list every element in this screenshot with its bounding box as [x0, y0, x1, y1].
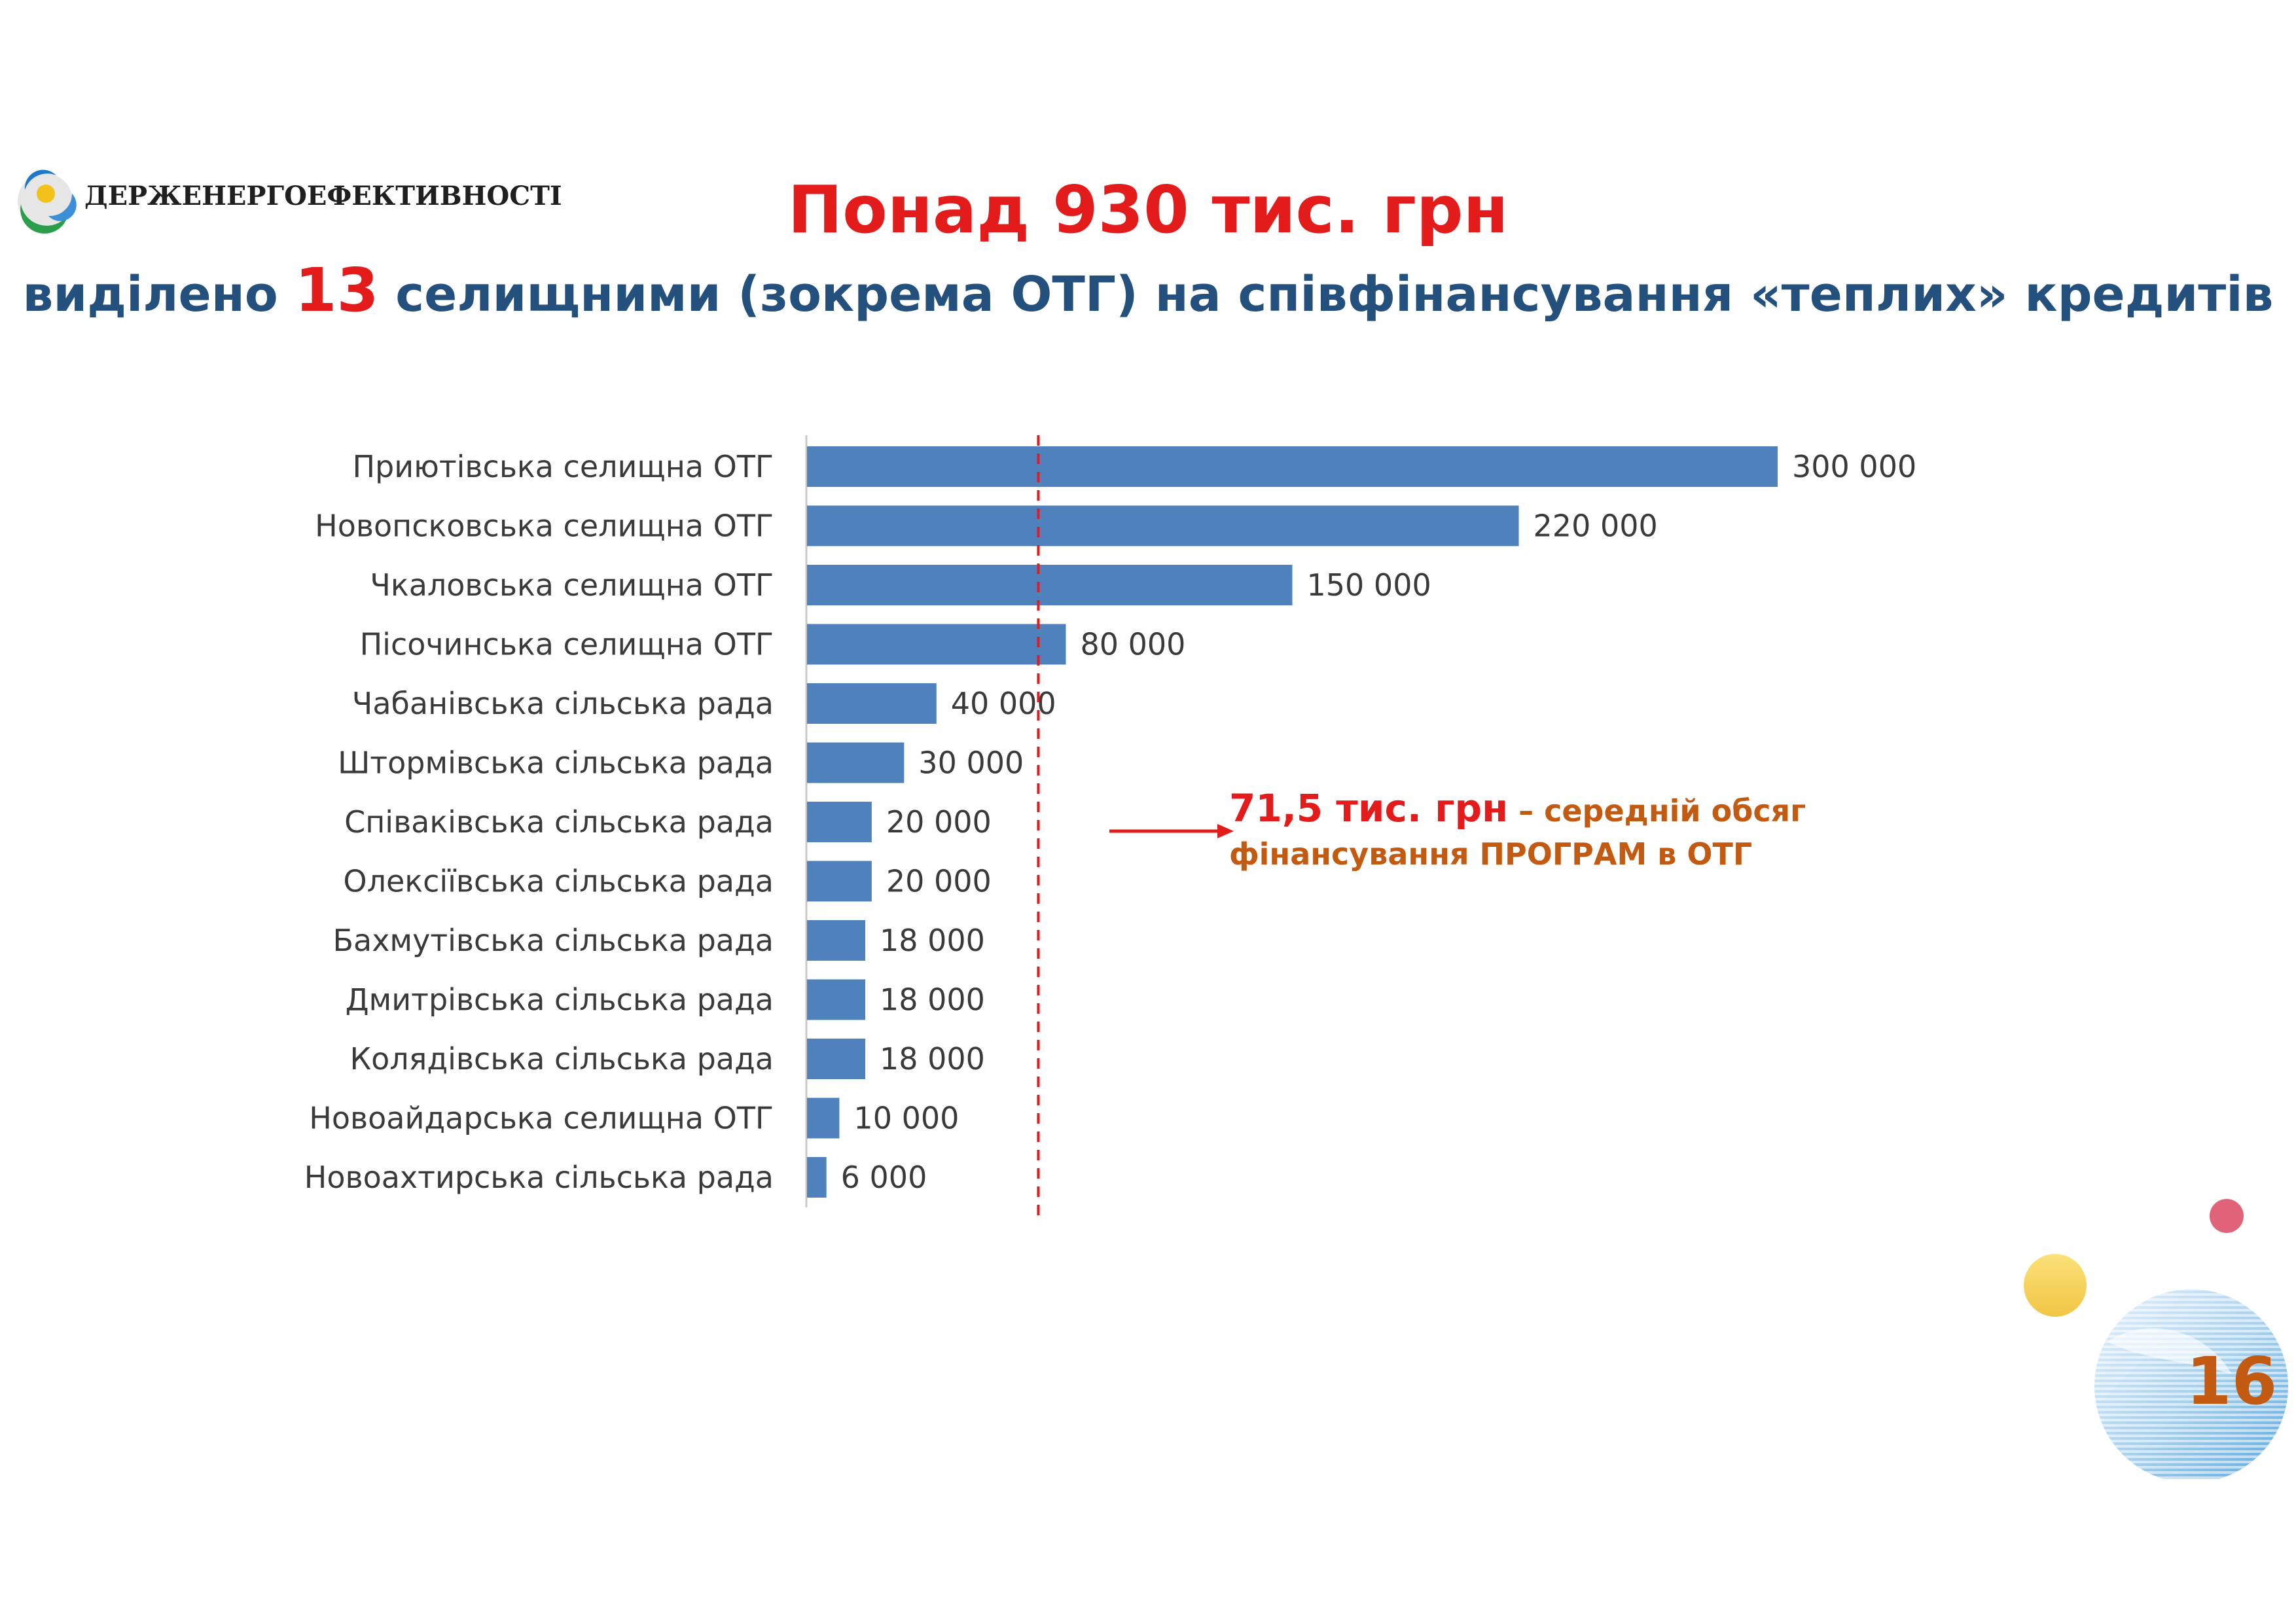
average-text-part2: фінансування ПРОГРАМ в ОТГ	[1229, 836, 1753, 872]
category-label-0: Приютівська селищна ОТГ	[352, 449, 774, 484]
value-label-5: 30 000	[918, 745, 1024, 781]
page-number: 16	[2186, 1343, 2278, 1419]
decorative-circles	[2024, 1199, 2288, 1479]
subtitle-prefix: виділено	[22, 266, 295, 323]
value-label-9: 18 000	[880, 982, 985, 1018]
category-label-8: Бахмутівська сільська рада	[332, 923, 774, 958]
value-label-2: 150 000	[1307, 567, 1431, 603]
page-subtitle: виділено 13 селищними (зокрема ОТГ) на с…	[0, 255, 2296, 325]
value-label-3: 80 000	[1080, 627, 1185, 662]
agency-name: ДЕРЖЕНЕРГОЕФЕКТИВНОСТІ	[84, 181, 562, 211]
bar-3	[807, 624, 1066, 665]
bar-4	[807, 683, 937, 724]
value-label-11: 10 000	[853, 1101, 959, 1136]
value-label-6: 20 000	[886, 804, 992, 840]
category-label-10: Колядівська сільська рада	[350, 1041, 774, 1077]
bar-7	[807, 861, 872, 902]
bar-9	[807, 979, 865, 1020]
bar-1	[807, 505, 1519, 546]
subtitle-suffix: селищними (зокрема ОТГ) на співфінансува…	[378, 266, 2274, 323]
bar-12	[807, 1157, 827, 1198]
category-label-9: Дмитрівська сільська рада	[346, 982, 774, 1018]
average-text-part1: – середній обсяг	[1508, 793, 1806, 829]
category-label-4: Чабанівська сільська рада	[352, 686, 774, 721]
bar-6	[807, 802, 872, 842]
agency-globe-logo-icon	[18, 169, 77, 234]
page-title: Понад 930 тис. грн	[787, 171, 1509, 248]
category-label-3: Пісочинська селищна ОТГ	[360, 627, 774, 662]
value-label-10: 18 000	[880, 1041, 985, 1077]
subtitle-number: 13	[295, 255, 379, 325]
category-label-1: Новопсковська селищна ОТГ	[315, 508, 774, 544]
pink-dot	[2210, 1199, 2244, 1233]
category-label-11: Новоайдарська селищна ОТГ	[309, 1101, 774, 1136]
average-value: 71,5 тис. грн	[1229, 786, 1509, 830]
bar-8	[807, 920, 865, 961]
value-label-7: 20 000	[886, 864, 992, 899]
value-label-4: 40 000	[951, 686, 1056, 721]
category-label-2: Чкаловська селищна ОТГ	[370, 567, 774, 603]
value-label-1: 220 000	[1534, 508, 1658, 544]
bar-2	[807, 565, 1293, 605]
category-label-7: Олексіївська сільська рада	[343, 864, 774, 899]
average-annotation: 71,5 тис. грн – середній обсяг фінансуван…	[1229, 787, 1949, 876]
category-label-6: Співаківська сільська рада	[344, 804, 774, 840]
bar-10	[807, 1039, 865, 1079]
red-arrow-right-icon	[1109, 824, 1234, 838]
value-label-8: 18 000	[880, 923, 985, 958]
bar-0	[807, 446, 1778, 487]
category-label-12: Новоахтирська сільська рада	[304, 1160, 774, 1195]
bar-5	[807, 742, 905, 783]
bar-11	[807, 1097, 840, 1139]
value-label-12: 6 000	[841, 1160, 927, 1195]
value-label-0: 300 000	[1792, 449, 1916, 484]
yellow-dot	[2024, 1254, 2087, 1317]
category-label-5: Штормівська сільська рада	[338, 745, 774, 781]
bars-group: Приютівська селищна ОТГ 300 000 Новопсковс…	[304, 446, 1916, 1198]
agency-logo: ДЕРЖЕНЕРГОЕФЕКТИВНОСТІ	[9, 164, 562, 236]
